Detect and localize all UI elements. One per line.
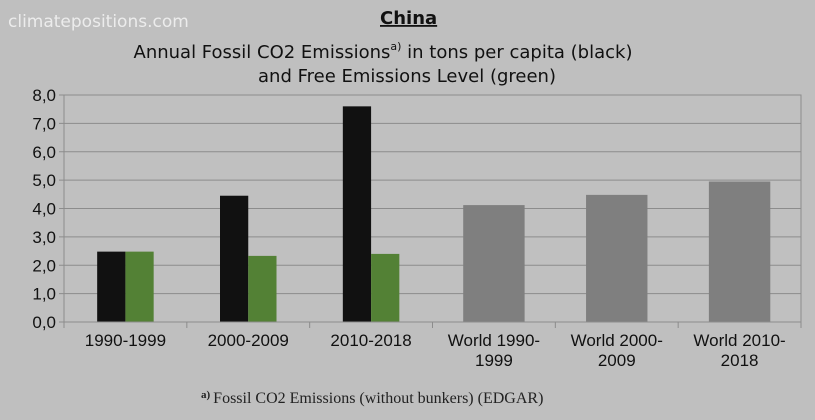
bar-0-0 bbox=[97, 251, 126, 322]
x-axis-ticks: 1990-1999 2000-2009 2010-2018 World 1990-19… bbox=[63, 321, 802, 370]
bar-1-0 bbox=[219, 195, 249, 322]
y-tick-label: 6,0 bbox=[32, 143, 56, 162]
chart-subtitle-line2: and Free Emissions Level (green) bbox=[258, 66, 556, 87]
subtitle-rest: in tons per capita (black) bbox=[401, 42, 632, 63]
subtitle-main: Annual Fossil CO2 Emissions bbox=[134, 42, 391, 63]
y-tick-label: 1,0 bbox=[32, 285, 56, 304]
x-tick-label: 2000-2009 bbox=[208, 331, 289, 350]
subtitle-superscript: a) bbox=[390, 40, 401, 53]
bar-0-1 bbox=[125, 251, 154, 322]
x-tick-label: World 1990-1999 bbox=[448, 331, 540, 370]
bar-1-1 bbox=[248, 255, 277, 322]
bar-3-2 bbox=[463, 205, 525, 322]
x-tick-label: 2010-2018 bbox=[330, 331, 411, 350]
chart-subtitle-line1: Annual Fossil CO2 Emissionsa) in tons pe… bbox=[134, 40, 633, 63]
x-tick-label: World 2000-2009 bbox=[571, 331, 663, 370]
gridlines bbox=[64, 122, 801, 295]
chart-title: China bbox=[380, 8, 437, 29]
y-tick-label: 8,0 bbox=[32, 86, 56, 105]
footnote: a) Fossil CO2 Emissions (without bunkers)… bbox=[201, 389, 543, 407]
bars bbox=[97, 106, 771, 322]
y-tick-label: 7,0 bbox=[32, 114, 56, 133]
x-tick-label: 1990-1999 bbox=[85, 331, 166, 350]
bar-2-0 bbox=[342, 106, 372, 322]
watermark: climatepositions.com bbox=[8, 12, 189, 32]
footnote-text: Fossil CO2 Emissions (without bunkers) (… bbox=[213, 390, 543, 407]
bar-5-2 bbox=[708, 181, 771, 322]
footnote-superscript: a) bbox=[201, 389, 211, 401]
y-tick-label: 3,0 bbox=[32, 228, 56, 247]
y-tick-label: 5,0 bbox=[32, 171, 56, 190]
y-axis-ticks: 0,0 1,0 2,0 3,0 4,0 5,0 6,0 7,0 8,0 bbox=[32, 86, 64, 332]
y-tick-label: 0,0 bbox=[32, 313, 56, 332]
y-tick-label: 2,0 bbox=[32, 256, 56, 275]
bar-2-1 bbox=[371, 253, 400, 322]
y-tick-label: 4,0 bbox=[32, 200, 56, 219]
x-tick-label: World 2010-2018 bbox=[693, 331, 785, 370]
bar-4-2 bbox=[586, 194, 648, 322]
